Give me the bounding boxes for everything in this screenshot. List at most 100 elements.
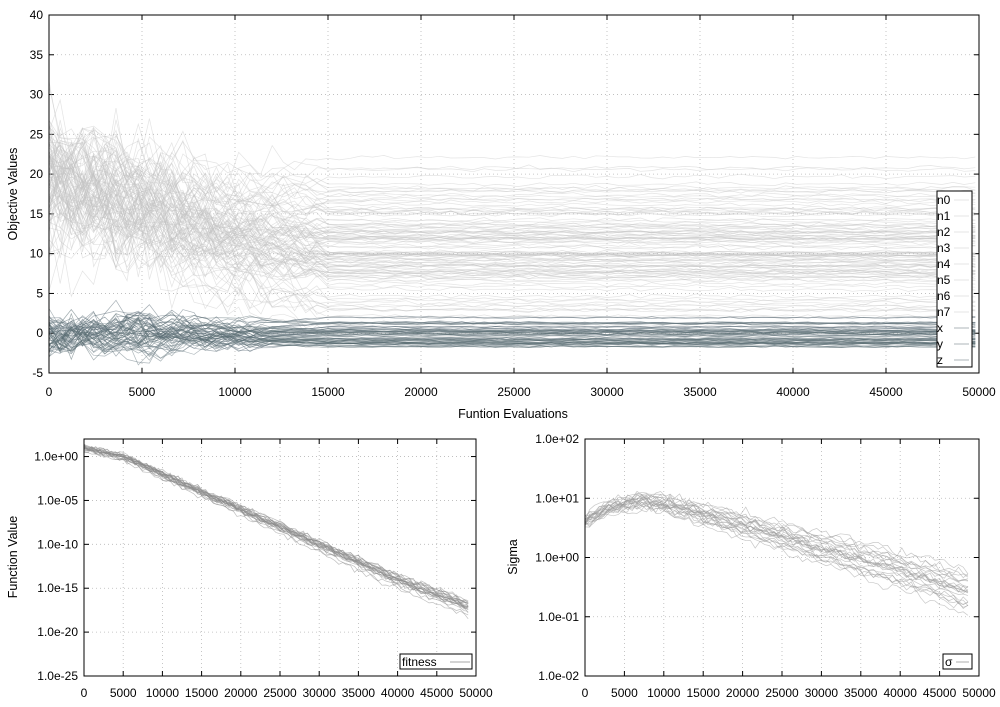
- series-line-n0: [49, 131, 976, 246]
- x-tick-label: 35000: [683, 385, 717, 399]
- series-line-n3: [49, 157, 976, 240]
- series-line-n1: [49, 141, 976, 240]
- series-line-n5: [49, 216, 976, 314]
- x-tick-label: 5000: [110, 686, 137, 700]
- plot-frame: [584, 438, 980, 677]
- series-line-n3: [49, 207, 976, 313]
- series-line-n3: [49, 183, 976, 283]
- series-line-sigma: [585, 498, 969, 592]
- x-tick-label: 10000: [146, 686, 180, 700]
- x-tick-label: 35000: [342, 686, 376, 700]
- series-line-n6: [49, 156, 976, 269]
- plot-frame: [48, 14, 980, 374]
- series-line-n5: [49, 202, 976, 275]
- series-line-sigma: [585, 493, 969, 579]
- series-line-n5: [49, 155, 976, 270]
- objective-values-panel: 0 5000 10000 15000 20000 25000 30000 35000 40000…: [6, 8, 996, 421]
- legend-label-n0: n0: [937, 193, 951, 207]
- series-line-n0: [49, 167, 976, 279]
- series-line-n1: [49, 180, 976, 266]
- series-line-sigma: [585, 505, 969, 616]
- series-line-fitness: [84, 448, 469, 616]
- series-line-n7: [49, 165, 976, 241]
- function-value-panel: 0 5000 10000 15000 20000 25000 30000 35000 40000…: [6, 438, 493, 700]
- series-line-z: [49, 323, 976, 341]
- y-tick-label: 20: [30, 167, 44, 181]
- series-line-n2: [49, 192, 976, 315]
- series-line-n5: [49, 189, 976, 271]
- series-line-z: [49, 317, 976, 339]
- x-axis-label: Funtion Evaluations: [458, 407, 568, 421]
- series-line-n3: [49, 188, 976, 280]
- series-line-n0: [49, 157, 976, 260]
- series-line-n1: [49, 196, 976, 340]
- x-tick-label: 45000: [869, 385, 903, 399]
- series-line-n7: [49, 157, 976, 232]
- y-tick-label: 1.0e-15: [37, 581, 78, 595]
- series-line-n5: [49, 180, 976, 256]
- series-lines: [585, 490, 969, 616]
- y-tick-label: 15: [30, 207, 44, 221]
- x-tick-label: 35000: [844, 686, 878, 700]
- tick-labels: 0 5000 10000 15000 20000 25000 30000 35000 40000…: [535, 432, 996, 700]
- legend-label-sigma: σ: [945, 655, 953, 669]
- series-line-n0: [49, 148, 976, 264]
- y-tick-label: 10: [30, 247, 44, 261]
- series-line-n6: [49, 138, 976, 234]
- grid-lines: [584, 438, 980, 677]
- series-line-n5: [49, 215, 976, 281]
- series-line-n2: [49, 138, 976, 226]
- series-line-fitness: [84, 451, 469, 620]
- series-line-n7: [49, 140, 976, 237]
- x-tick-label: 5000: [129, 385, 156, 399]
- series-line-n7: [49, 175, 976, 276]
- series-line-z: [49, 308, 976, 328]
- series-line-n1: [49, 181, 976, 309]
- series-line-n2: [49, 152, 976, 257]
- legend-box: [942, 653, 973, 670]
- x-tick-label: 0: [46, 385, 53, 399]
- legend-label-n1: n1: [937, 209, 951, 223]
- series-line-y: [49, 326, 976, 348]
- series-line-n3: [49, 184, 976, 244]
- series-line-n0: [49, 142, 976, 264]
- y-tick-label: 0: [36, 326, 43, 340]
- legend-label-n7: n7: [937, 305, 951, 319]
- y-axis-label: Objective Values: [6, 148, 20, 241]
- plot-frame: [83, 438, 477, 677]
- series-line-n2: [49, 136, 976, 240]
- y-tick-label: 5: [36, 286, 43, 300]
- legend-label-n5: n5: [937, 273, 951, 287]
- series-line-n2: [49, 80, 976, 198]
- series-line-n3: [49, 150, 976, 252]
- series-line-fitness: [84, 445, 469, 605]
- series-line-n2: [49, 173, 976, 299]
- series-line-n2: [49, 160, 976, 260]
- series-line-n2: [49, 134, 976, 202]
- legend-label-n3: n3: [937, 241, 951, 255]
- series-line-n4: [49, 143, 976, 228]
- series-line-n5: [49, 172, 976, 258]
- y-tick-label: 1.0e-05: [37, 493, 78, 507]
- series-line-n6: [49, 194, 976, 308]
- series-line-n7: [49, 141, 976, 269]
- series-line-n3: [49, 154, 976, 245]
- series-line-z: [49, 329, 976, 355]
- series-line-n4: [49, 85, 976, 179]
- series-line-n1: [49, 134, 976, 216]
- y-tick-label: 1.0e+00: [34, 450, 78, 464]
- series-line-n6: [49, 211, 976, 312]
- series-line-n2: [49, 119, 976, 238]
- series-line-n7: [49, 167, 976, 278]
- x-tick-label: 10000: [218, 385, 252, 399]
- x-tick-label: 0: [582, 686, 589, 700]
- y-tick-label: 1.0e-25: [37, 669, 78, 683]
- series-line-n0: [49, 119, 976, 197]
- series-line-fitness: [84, 447, 469, 604]
- series-line-n0: [49, 170, 976, 278]
- x-tick-label: 5000: [611, 686, 638, 700]
- series-line-n1: [49, 169, 976, 261]
- series-line-n1: [49, 161, 976, 244]
- series-line-z: [49, 317, 976, 352]
- y-tick-label: 1.0e+02: [535, 432, 579, 446]
